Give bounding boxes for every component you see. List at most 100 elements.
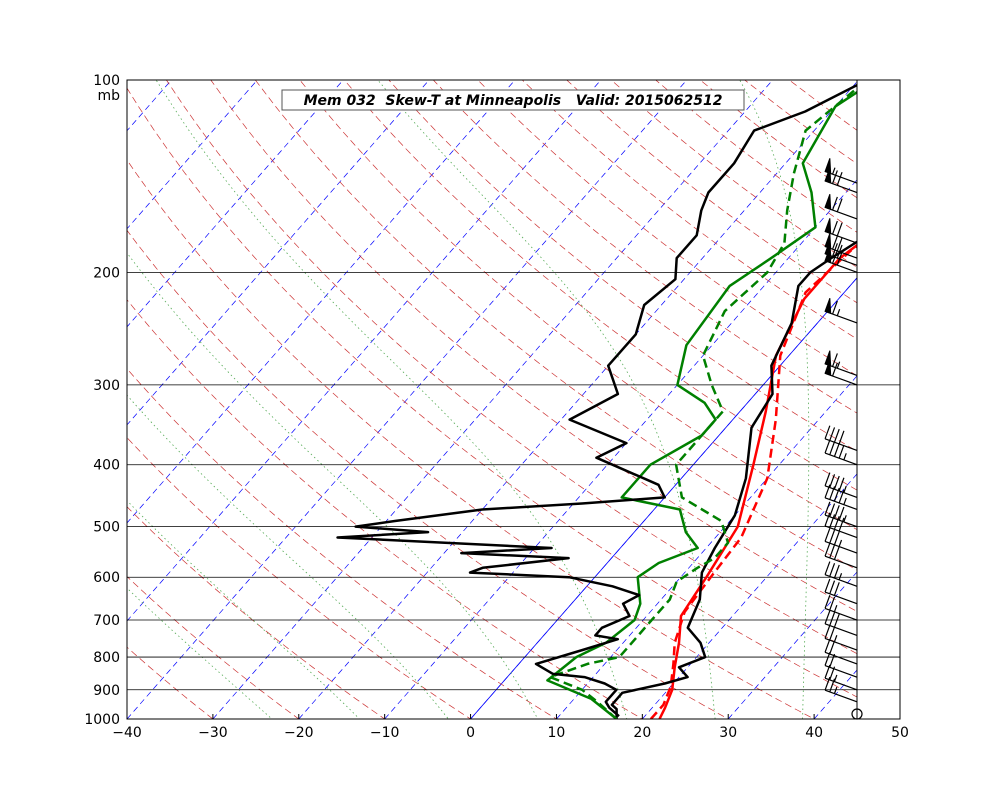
wind-barb — [824, 439, 858, 466]
wind-barb — [824, 158, 858, 184]
barb-full-feather — [829, 640, 836, 655]
wind-barb — [824, 501, 858, 528]
barb-flag — [824, 194, 832, 211]
wind-barb — [824, 528, 858, 554]
x-tick-label: 30 — [719, 725, 737, 741]
x-axis-ticks: −40 −30 −20 −10 0 10 20 30 40 50 — [112, 714, 909, 741]
isobar-lines — [127, 271, 900, 691]
barb-full-feather — [829, 427, 836, 441]
isotherm-line — [556, 375, 857, 719]
isotherm-line — [727, 571, 857, 719]
barb-half-feather — [833, 686, 838, 694]
profile-lines — [336, 83, 857, 719]
moist-adiabat-line — [888, 80, 985, 733]
moist-adiabat-line — [127, 252, 539, 719]
isotherm-line — [470, 277, 857, 719]
barb-full-feather — [838, 444, 845, 459]
barb-full-feather — [838, 506, 845, 521]
barb-half-feather — [843, 453, 847, 461]
dry-adiabat-line — [699, 80, 857, 199]
barb-full-feather — [829, 596, 836, 611]
chart-title-box: Mem 032 Skew-T at Minneapolis Valid: 201… — [281, 89, 745, 111]
barb-full-feather — [833, 515, 840, 530]
barb-full-feather — [824, 472, 831, 486]
barb-half-feather — [832, 167, 836, 175]
barb-staff — [824, 689, 858, 703]
background-guide-lines — [127, 80, 1000, 733]
barb-staff — [824, 438, 858, 452]
dry-adiabat-line — [433, 80, 857, 414]
barb-full-feather — [833, 505, 840, 519]
barb-staff — [824, 623, 858, 637]
dry-adiabat-line — [127, 159, 815, 719]
barb-full-feather — [829, 544, 836, 559]
wind-barb — [824, 194, 858, 220]
x-tick-label: −40 — [112, 725, 142, 741]
wind-barb — [824, 652, 858, 678]
pressure-unit-label: mb — [97, 88, 120, 104]
zero-isotherm-line — [470, 277, 857, 719]
barb-full-feather — [824, 578, 831, 593]
barb-staff — [824, 607, 858, 621]
isotherm-line — [212, 80, 773, 719]
barb-full-feather — [838, 477, 845, 492]
wind-barb — [824, 350, 858, 377]
barb-staff — [824, 574, 858, 587]
wind-barb — [824, 484, 858, 511]
wind-barb — [824, 297, 858, 324]
barb-full-feather — [829, 529, 836, 544]
barb-staff — [824, 497, 858, 511]
wind-barb — [824, 233, 858, 259]
dry-adiabat-line — [210, 80, 857, 612]
moist-adiabat-line — [127, 587, 273, 719]
barb-full-feather — [824, 610, 831, 625]
barb-flag — [824, 218, 832, 235]
isotherm-line — [127, 80, 602, 622]
barb-full-feather — [836, 222, 843, 237]
plot-frame — [126, 79, 901, 720]
x-tick-label: 20 — [633, 725, 651, 741]
x-tick-label: 0 — [466, 725, 475, 741]
x-tick-label: 50 — [891, 725, 909, 741]
barb-staff — [824, 452, 858, 466]
profile-series-3 — [610, 240, 857, 719]
barb-full-feather — [833, 475, 840, 490]
barb-flag — [824, 158, 832, 175]
pressure-tick-label: 1000 — [84, 712, 120, 728]
barb-staff — [824, 664, 858, 678]
isotherm-line — [127, 80, 258, 230]
dry-adiabat-line — [477, 80, 857, 377]
isotherm-line — [900, 80, 1000, 719]
profile-series-6 — [336, 83, 857, 718]
dry-adiabat-line — [788, 80, 857, 131]
barb-full-feather — [833, 613, 840, 628]
barb-flag — [824, 350, 832, 367]
barb-full-feather — [833, 428, 840, 443]
isotherm-line — [642, 473, 857, 719]
dry-adiabat-line — [127, 87, 857, 698]
pressure-axis-ticks: 100 200 300 400 500 600 700 800 900 1000 — [84, 73, 120, 728]
barb-full-feather — [824, 561, 831, 575]
barb-half-feather — [833, 674, 838, 682]
isotherm-line — [384, 179, 857, 719]
isotherm-line — [298, 81, 857, 719]
barb-half-feather — [843, 485, 847, 493]
barb-half-feather — [833, 605, 838, 613]
barb-half-feather — [843, 515, 847, 523]
dry-adiabat-line — [127, 368, 558, 719]
barb-half-feather — [838, 573, 843, 581]
pressure-tick-label: 500 — [93, 520, 120, 536]
barb-staff — [824, 525, 858, 539]
isotherm-line — [127, 80, 344, 328]
wind-barb — [824, 638, 858, 665]
barb-full-feather — [824, 625, 831, 639]
isotherm-line — [127, 80, 430, 426]
barb-full-feather — [824, 528, 831, 542]
wind-barb — [824, 472, 858, 498]
dry-adiabat-line — [166, 80, 857, 655]
barb-full-feather — [833, 443, 840, 457]
barb-half-feather — [833, 635, 838, 643]
pressure-tick-label: 400 — [93, 458, 120, 474]
isotherm-line — [813, 669, 857, 719]
